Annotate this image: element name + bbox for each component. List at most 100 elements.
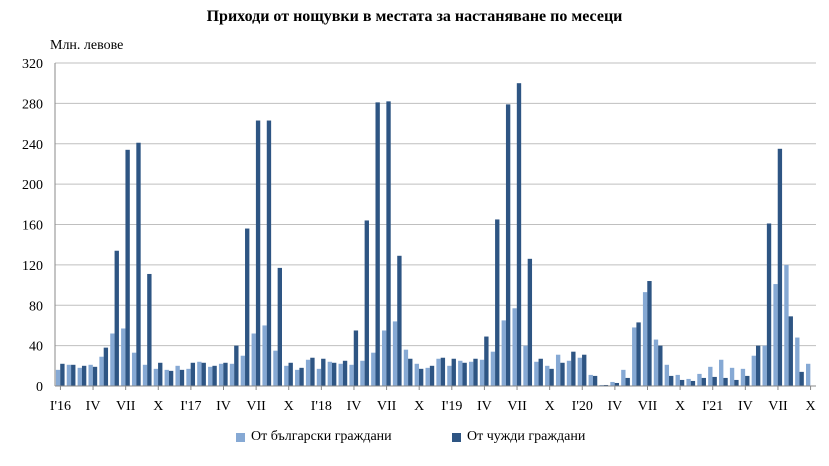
bar-bulgarian xyxy=(240,355,246,386)
bar-foreign xyxy=(592,375,598,386)
bar-foreign xyxy=(538,358,543,386)
legend-label-foreign: От чужди граждани xyxy=(467,429,586,444)
bar-foreign xyxy=(712,376,717,386)
x-tick-label: IV xyxy=(216,399,231,414)
bar-foreign xyxy=(353,330,359,386)
bar-foreign xyxy=(679,379,685,386)
bar-foreign xyxy=(266,120,272,386)
bar-bulgarian xyxy=(610,381,615,386)
bar-bulgarian xyxy=(773,284,778,386)
bar-bulgarian xyxy=(577,357,583,386)
bar-foreign xyxy=(723,377,728,386)
y-tick-label: 80 xyxy=(29,299,43,314)
bar-foreign xyxy=(451,358,456,386)
bar-bulgarian xyxy=(186,368,191,386)
bar-foreign xyxy=(408,358,413,386)
bar-bulgarian xyxy=(795,337,800,386)
bar-bulgarian xyxy=(740,368,746,386)
bar-foreign xyxy=(255,120,261,386)
bar-bulgarian xyxy=(653,339,659,386)
bar-foreign xyxy=(212,365,217,386)
bar-bulgarian xyxy=(392,321,398,386)
bar-bulgarian xyxy=(632,327,637,386)
bar-bulgarian xyxy=(675,374,680,386)
bar-bulgarian xyxy=(425,367,430,386)
bar-foreign xyxy=(505,104,511,386)
bar-bulgarian xyxy=(762,345,767,387)
bar-foreign xyxy=(625,377,630,386)
bar-foreign xyxy=(462,362,467,386)
bar-foreign xyxy=(234,345,239,387)
bar-bulgarian xyxy=(686,378,691,386)
bar-foreign xyxy=(766,223,772,386)
bar-bulgarian xyxy=(512,308,517,386)
bar-foreign xyxy=(71,364,76,386)
x-tick-label: VII xyxy=(377,399,397,414)
bar-bulgarian xyxy=(729,367,735,386)
bar-foreign xyxy=(777,148,783,386)
bar-bulgarian xyxy=(447,365,452,386)
bar-foreign xyxy=(614,382,620,386)
bar-foreign xyxy=(669,375,674,386)
bar-bulgarian xyxy=(55,369,61,386)
x-tick-label: IV xyxy=(86,399,101,414)
bar-bulgarian xyxy=(338,363,343,386)
legend-item-bulgarian: От български граждани xyxy=(236,429,392,445)
y-tick-label: 40 xyxy=(29,340,43,355)
bar-foreign xyxy=(81,365,87,386)
bar-bulgarian xyxy=(806,363,811,386)
bar-bulgarian xyxy=(490,351,496,386)
bar-foreign xyxy=(582,354,587,386)
bar-foreign xyxy=(310,357,315,386)
bar-foreign xyxy=(364,220,369,386)
bar-foreign xyxy=(603,384,609,386)
bar-foreign xyxy=(245,228,250,386)
x-tick-label: X xyxy=(545,399,555,414)
bar-foreign xyxy=(179,369,185,386)
bar-foreign xyxy=(549,368,554,386)
bar-bulgarian xyxy=(479,359,485,386)
x-tick-label: VII xyxy=(768,399,788,414)
bar-bulgarian xyxy=(566,360,572,386)
bar-bulgarian xyxy=(284,365,289,386)
bar-foreign xyxy=(277,267,282,386)
bar-foreign xyxy=(299,367,304,386)
bar-foreign xyxy=(103,347,109,386)
bar-foreign xyxy=(440,357,446,386)
bar-foreign xyxy=(223,362,228,386)
bar-bulgarian xyxy=(251,333,256,386)
bar-foreign xyxy=(158,362,163,386)
bar-foreign xyxy=(571,351,576,386)
bar-foreign xyxy=(516,83,522,386)
x-tick-label: I'19 xyxy=(441,399,462,414)
x-tick-label: VII xyxy=(246,399,266,414)
bar-foreign xyxy=(92,366,98,386)
bar-foreign xyxy=(201,362,206,386)
bar-foreign xyxy=(147,273,152,386)
bar-foreign xyxy=(114,250,119,386)
bar-foreign xyxy=(527,258,533,386)
bar-bulgarian xyxy=(501,320,506,386)
y-tick-label: 240 xyxy=(22,138,43,153)
x-tick-label: X xyxy=(284,399,294,414)
bar-foreign xyxy=(560,362,565,386)
bar-bulgarian xyxy=(99,356,104,386)
bar-bulgarian xyxy=(273,350,278,386)
y-tick-label: 320 xyxy=(22,57,43,72)
bar-bulgarian xyxy=(77,367,82,386)
x-tick-label: X xyxy=(806,399,816,414)
bar-bulgarian xyxy=(142,364,148,386)
x-tick-label: I'18 xyxy=(311,399,332,414)
bar-bulgarian xyxy=(349,364,354,386)
bar-bulgarian xyxy=(468,361,474,386)
legend-swatch-bulgarian xyxy=(236,432,245,442)
bar-bulgarian xyxy=(534,361,539,386)
bar-bulgarian xyxy=(708,366,713,386)
x-tick-label: VII xyxy=(116,399,136,414)
y-tick-label: 200 xyxy=(22,178,43,193)
bar-foreign xyxy=(734,379,739,386)
bar-foreign xyxy=(190,362,196,386)
bar-bulgarian xyxy=(382,330,387,386)
x-tick-label: X xyxy=(414,399,424,414)
legend-item-foreign: От чужди граждани xyxy=(452,429,585,445)
